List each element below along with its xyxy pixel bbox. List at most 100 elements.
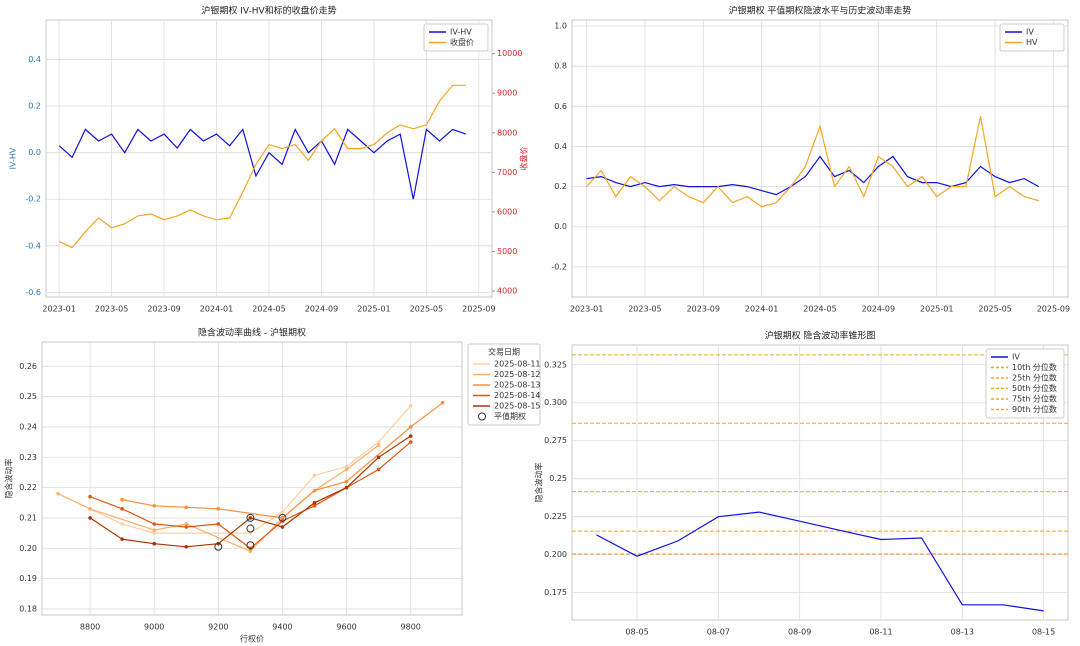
point	[344, 479, 349, 484]
point	[280, 525, 285, 529]
y-axis-label: 隐含波动率	[4, 459, 14, 499]
point	[344, 464, 349, 469]
x-tick-label: 2023-05	[95, 305, 128, 314]
legend-box	[423, 23, 489, 52]
point	[376, 443, 381, 447]
y2-tick-label: 7000	[497, 168, 517, 177]
x-tick-label: 08-13	[951, 628, 974, 637]
point	[88, 507, 92, 511]
x-tick-label: 2024-09	[305, 305, 338, 314]
x-tick-label: 2023-01	[42, 305, 75, 314]
legend-label: IV	[1026, 28, 1034, 37]
chart-title: 沪银期权 平值期权隐波水平与历史波动率走势	[729, 5, 912, 17]
legend-label: 2025-08-13	[494, 381, 541, 390]
point	[184, 505, 189, 510]
y2-tick-label: 5000	[497, 247, 517, 256]
y-tick-label: 0.26	[19, 362, 37, 371]
x-axis-label: 行权价	[240, 634, 264, 644]
y-tick-label: 0.20	[19, 544, 37, 553]
point	[440, 400, 445, 405]
legend-label: 2025-08-15	[494, 402, 541, 411]
series-line	[58, 84, 466, 249]
y-tick-label: 0.18	[19, 604, 37, 613]
point	[120, 537, 124, 541]
legend-title: 交易日期	[488, 347, 520, 357]
point	[216, 507, 221, 511]
x-tick-label: 08-05	[625, 628, 648, 637]
y-tick-label: 0.24	[19, 422, 37, 431]
x-tick-label: 2024-09	[862, 305, 895, 314]
y2-tick-label: 9000	[497, 89, 517, 98]
y-tick-label: 0.25	[19, 392, 37, 401]
y-tick-label: 0.300	[544, 398, 567, 407]
y-tick-label: 0.21	[19, 513, 37, 522]
legend-label: 平值期权	[494, 411, 526, 421]
legend-box	[999, 23, 1065, 52]
point	[280, 516, 285, 520]
atm-marker	[246, 541, 255, 550]
point	[152, 528, 157, 532]
atm-marker	[246, 524, 255, 533]
y-tick-label: 0.4	[554, 142, 567, 151]
point	[216, 522, 221, 526]
y-tick-label: 0.2	[554, 182, 567, 191]
chart-title: 沪银期权 IV-HV和标的收盘价走势	[201, 5, 336, 17]
x-tick-label: 2025-09	[1037, 305, 1070, 314]
y-tick-label: 0.175	[544, 588, 567, 597]
y-tick-label: 1.0	[554, 22, 567, 31]
legend-label: IV	[1012, 353, 1020, 362]
point	[88, 494, 92, 499]
y-tick-label: 0.4	[28, 55, 41, 64]
point	[184, 544, 189, 549]
point	[152, 522, 157, 526]
point	[120, 522, 124, 526]
point	[376, 455, 381, 460]
plot-area	[41, 341, 463, 616]
y-tick-label: -0.2	[551, 262, 567, 271]
x-tick-label: 2025-09	[462, 305, 495, 314]
y-tick-label: 0.0	[554, 222, 567, 231]
x-tick-label: 2023-09	[687, 305, 720, 314]
point	[408, 425, 413, 429]
point	[344, 467, 349, 472]
y2-axis-label: 收盘价	[519, 147, 529, 171]
x-tick-label: 08-15	[1032, 628, 1055, 637]
x-tick-label: 2025-01	[357, 305, 390, 314]
y2-tick-label: 4000	[497, 287, 517, 296]
legend-label: IV-HV	[450, 28, 472, 37]
y-tick-label: -0.4	[25, 241, 41, 250]
legend-label: 25th 分位数	[1012, 373, 1057, 383]
x-tick-label: 2025-01	[920, 305, 953, 314]
atm-marker	[214, 542, 223, 551]
point	[152, 541, 157, 546]
x-tick-label: 2024-05	[803, 305, 836, 314]
x-tick-label: 9800	[401, 623, 421, 632]
point	[120, 497, 124, 502]
legend-label: 90th 分位数	[1012, 404, 1057, 414]
y-tick-label: 0.6	[554, 102, 567, 111]
legend-label: 2025-08-12	[494, 370, 541, 379]
y-tick-label: 0.325	[544, 360, 567, 369]
legend-label: HV	[1026, 38, 1038, 47]
legend-label: 50th 分位数	[1012, 383, 1057, 393]
y-axis-label: IV-HV	[9, 147, 18, 169]
y-tick-label: 0.23	[19, 453, 37, 462]
y-tick-label: 0.25	[549, 474, 567, 483]
x-tick-label: 9200	[208, 623, 228, 632]
point	[56, 491, 60, 496]
point	[408, 403, 413, 408]
point	[152, 531, 157, 535]
y-tick-label: 0.200	[544, 550, 567, 559]
x-tick-label: 2023-09	[147, 305, 180, 314]
point	[152, 504, 157, 508]
point	[120, 507, 124, 511]
y2-tick-label: 10000	[497, 49, 522, 58]
y-tick-label: 0.19	[19, 574, 37, 583]
y-tick-label: 0.275	[544, 436, 567, 445]
x-tick-label: 2025-05	[410, 305, 443, 314]
x-tick-label: 08-07	[707, 628, 730, 637]
series-line	[596, 511, 1044, 612]
x-tick-label: 2024-01	[200, 305, 233, 314]
point	[408, 434, 413, 438]
